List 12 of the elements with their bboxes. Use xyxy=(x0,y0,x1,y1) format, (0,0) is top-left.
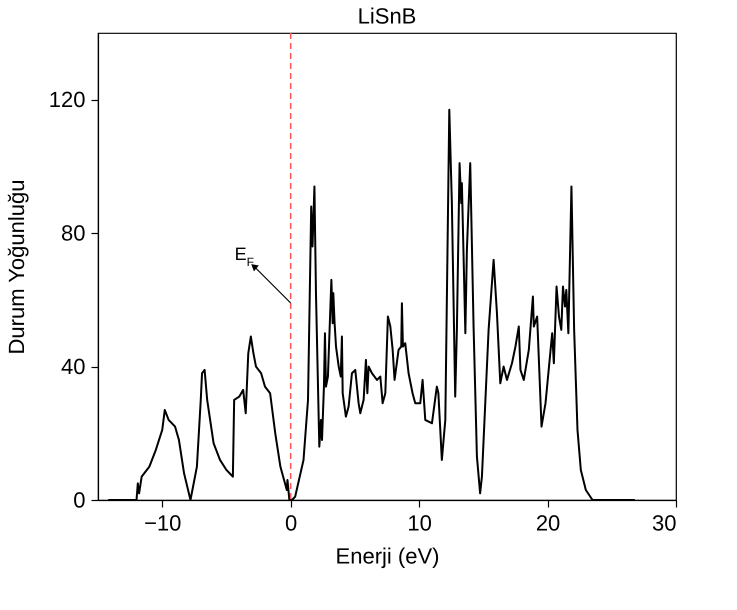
x-tick-label: 0 xyxy=(285,510,298,536)
x-tick-label: 20 xyxy=(536,510,560,536)
x-tick-label: −10 xyxy=(144,510,182,536)
y-tick-label: 40 xyxy=(61,354,86,380)
y-axis-title: Durum Yoğunluğu xyxy=(4,180,29,354)
y-tick-label: 80 xyxy=(61,220,86,246)
chart-title: LiSnB xyxy=(358,3,416,28)
y-tick-label: 0 xyxy=(73,488,86,512)
x-tick-label: 30 xyxy=(652,510,676,536)
x-axis-title: Enerji (eV) xyxy=(336,544,440,568)
y-tick-label: 120 xyxy=(48,87,86,112)
x-tick-label: 10 xyxy=(407,510,432,536)
